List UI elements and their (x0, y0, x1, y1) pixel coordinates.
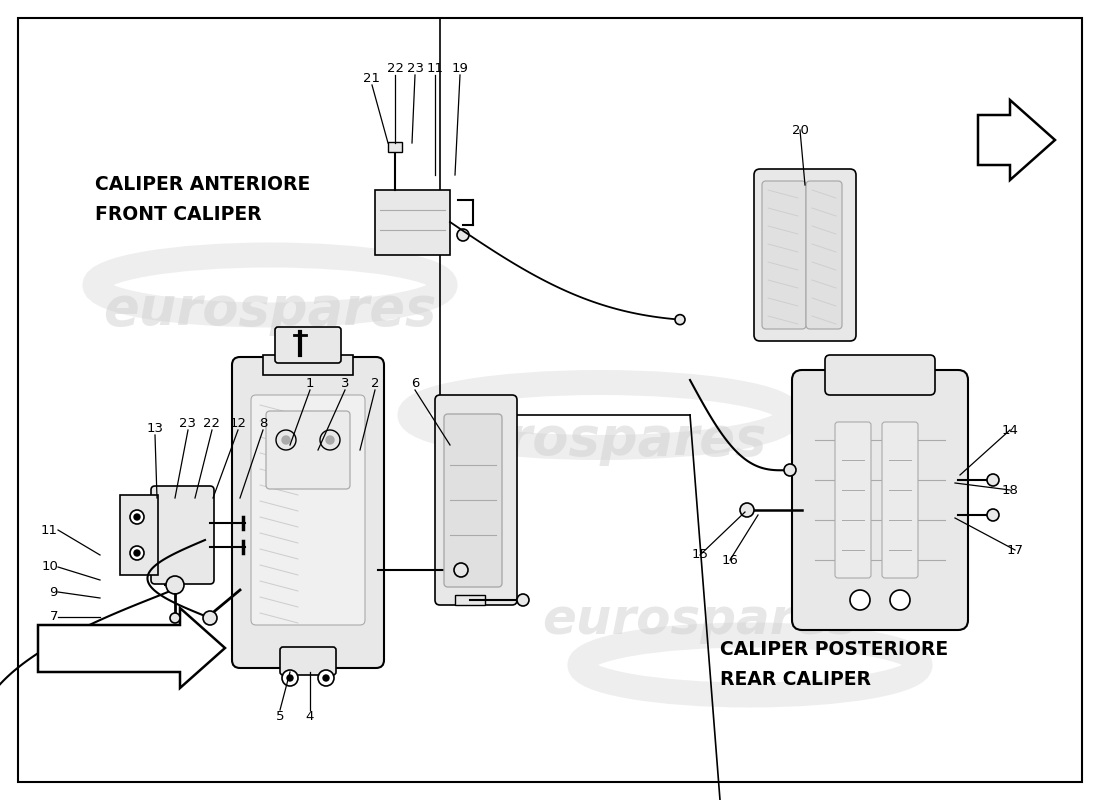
Circle shape (987, 474, 999, 486)
Circle shape (287, 675, 293, 681)
FancyBboxPatch shape (806, 181, 842, 329)
Circle shape (282, 670, 298, 686)
Circle shape (170, 613, 180, 623)
Circle shape (134, 514, 140, 520)
Text: REAR CALIPER: REAR CALIPER (720, 670, 871, 689)
Circle shape (850, 590, 870, 610)
Circle shape (675, 314, 685, 325)
Text: 13: 13 (146, 422, 164, 435)
Text: 16: 16 (722, 554, 738, 566)
Circle shape (276, 430, 296, 450)
Bar (120, 495, 158, 575)
Text: 1: 1 (306, 377, 315, 390)
Text: 18: 18 (1002, 483, 1019, 497)
Text: 23: 23 (407, 62, 424, 75)
Text: 23: 23 (179, 417, 197, 430)
Bar (388, 142, 401, 152)
Text: 22: 22 (386, 62, 404, 75)
Text: 7: 7 (50, 610, 58, 623)
FancyBboxPatch shape (434, 395, 517, 605)
Text: 19: 19 (452, 62, 469, 75)
FancyBboxPatch shape (762, 181, 806, 329)
FancyBboxPatch shape (792, 370, 968, 630)
Bar (375, 190, 450, 255)
Circle shape (166, 576, 184, 594)
FancyBboxPatch shape (266, 411, 350, 489)
Text: 17: 17 (1006, 543, 1023, 557)
Text: FRONT CALIPER: FRONT CALIPER (95, 205, 262, 224)
Text: 5: 5 (276, 710, 284, 723)
Text: 12: 12 (230, 417, 246, 430)
Text: 20: 20 (792, 123, 808, 137)
Circle shape (890, 590, 910, 610)
Text: CALIPER POSTERIORE: CALIPER POSTERIORE (720, 640, 948, 659)
FancyBboxPatch shape (825, 355, 935, 395)
Text: 3: 3 (341, 377, 350, 390)
Text: 4: 4 (306, 710, 315, 723)
FancyBboxPatch shape (251, 395, 365, 625)
Circle shape (454, 563, 467, 577)
Circle shape (130, 510, 144, 524)
Text: 2: 2 (371, 377, 380, 390)
Text: eurospares: eurospares (542, 596, 858, 644)
Bar (455, 595, 485, 605)
Circle shape (320, 430, 340, 450)
Text: eurospares: eurospares (433, 414, 767, 466)
Text: 8: 8 (258, 417, 267, 430)
Circle shape (740, 503, 754, 517)
Circle shape (282, 436, 290, 444)
Circle shape (784, 464, 796, 476)
Circle shape (987, 509, 999, 521)
FancyBboxPatch shape (835, 422, 871, 578)
Circle shape (204, 611, 217, 625)
Text: 15: 15 (692, 549, 708, 562)
FancyBboxPatch shape (280, 647, 336, 675)
Circle shape (323, 675, 329, 681)
FancyBboxPatch shape (882, 422, 918, 578)
Text: 22: 22 (204, 417, 220, 430)
Text: 14: 14 (1002, 423, 1019, 437)
Circle shape (318, 670, 334, 686)
Polygon shape (39, 608, 225, 688)
Text: 6: 6 (410, 377, 419, 390)
Text: 11: 11 (427, 62, 443, 75)
Text: 10: 10 (41, 561, 58, 574)
Circle shape (517, 594, 529, 606)
Circle shape (130, 546, 144, 560)
Text: CALIPER ANTERIORE: CALIPER ANTERIORE (95, 175, 310, 194)
Circle shape (456, 229, 469, 241)
Text: 21: 21 (363, 72, 381, 85)
Circle shape (134, 550, 140, 556)
FancyBboxPatch shape (754, 169, 856, 341)
Text: 9: 9 (50, 586, 58, 598)
Text: eurospares: eurospares (103, 284, 437, 336)
Circle shape (326, 436, 334, 444)
FancyBboxPatch shape (275, 327, 341, 363)
FancyBboxPatch shape (444, 414, 502, 587)
Bar (263, 355, 353, 375)
Text: 11: 11 (41, 523, 58, 537)
FancyBboxPatch shape (151, 486, 214, 584)
FancyBboxPatch shape (232, 357, 384, 668)
Polygon shape (978, 100, 1055, 180)
